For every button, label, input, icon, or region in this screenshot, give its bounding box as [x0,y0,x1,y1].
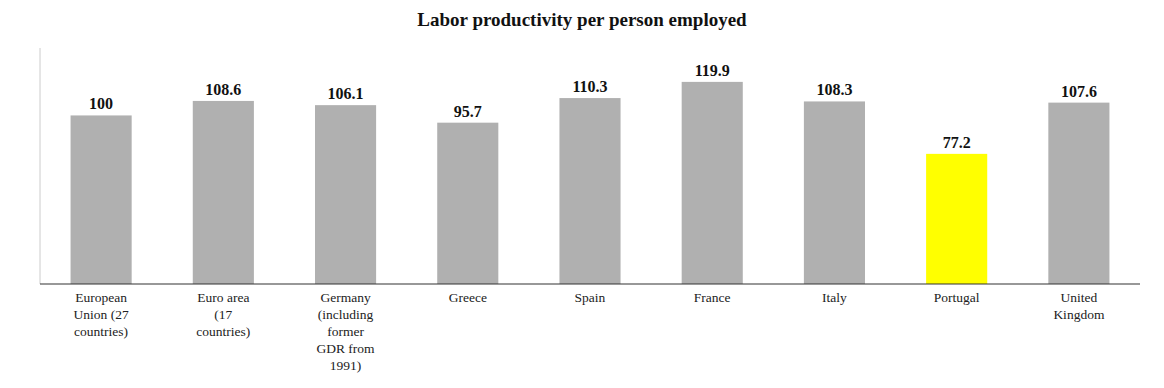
x-tick-label: UnitedKingdom [1053,290,1105,322]
bar [682,82,743,284]
x-tick-label: Greece [449,290,487,305]
data-label: 110.3 [572,78,607,95]
x-tick-label: Euro area(17countries) [196,290,250,339]
bar [193,101,254,284]
data-label: 108.3 [816,81,852,98]
x-axis-line [40,283,1140,284]
bar [1048,103,1109,284]
x-tick-label: Portugal [934,290,980,305]
data-label: 77.2 [943,134,971,151]
chart-container: Labor productivity per person employed 10… [0,0,1164,388]
chart: Labor productivity per person employed 10… [0,0,1164,388]
bar [926,154,987,284]
x-tick-label: Germany(includingformerGDR from1991) [316,290,375,373]
bar [437,123,498,284]
data-label: 108.6 [205,81,241,98]
bar [315,105,376,284]
x-tick-label: Italy [822,290,847,305]
y-axis-line [40,48,41,284]
x-tick-label: France [694,290,731,305]
x-tick-label: EuropeanUnion (27countries) [74,290,129,339]
data-label: 107.6 [1061,83,1097,100]
x-tick-label: Spain [575,290,606,305]
data-label: 119.9 [695,62,730,79]
bars [71,82,1110,284]
data-label: 106.1 [328,85,364,102]
data-label: 95.7 [454,103,482,120]
data-label: 100 [89,95,113,112]
title: Labor productivity per person employed [417,9,747,30]
bar [804,101,865,284]
bar [559,98,620,284]
bar [71,115,132,284]
